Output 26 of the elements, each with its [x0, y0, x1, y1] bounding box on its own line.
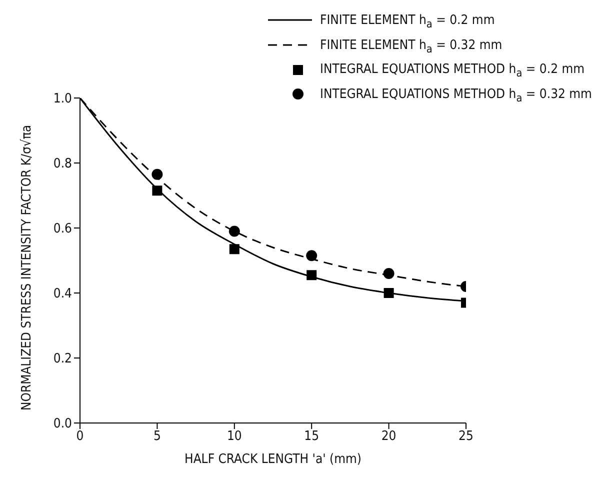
x-tick-label: 15 — [304, 429, 320, 444]
x-tick-label: 25 — [458, 429, 474, 444]
legend-label: FINITE ELEMENT h$_{a}$ = 0.32 mm — [320, 38, 502, 56]
x-tick-label: 20 — [381, 429, 396, 444]
point — [229, 244, 240, 254]
x-axis-title: HALF CRACK LENGTH 'a' (mm) — [184, 452, 362, 467]
point — [383, 268, 394, 279]
legend-label: INTEGRAL EQUATIONS METHOD h$_{a}$ = 0.32 mm — [320, 86, 592, 104]
y-tick-label: 1.0 — [53, 92, 72, 107]
point — [306, 250, 318, 262]
point — [152, 186, 162, 196]
legend-label: FINITE ELEMENT h$_{a}$ = 0.2 mm — [320, 13, 495, 31]
point — [152, 168, 163, 180]
y-tick-label: 0.0 — [53, 416, 72, 432]
y-tick-label: 0.8 — [53, 156, 72, 172]
x-tick-label: 10 — [226, 429, 242, 444]
y-axis-title: NORMALIZED STRESS INTENSITY FACTOR K/σ√πa — [20, 124, 35, 410]
x-tick-label: 0 — [76, 429, 84, 444]
legend-label: INTEGRAL EQUATIONS METHOD h$_{a}$ = 0.2 mm — [320, 62, 585, 80]
point — [306, 270, 317, 280]
point — [384, 288, 394, 298]
point — [228, 226, 240, 237]
x-tick-label: 5 — [153, 429, 161, 444]
y-tick-label: 0.4 — [53, 286, 72, 302]
y-tick-label: 0.2 — [53, 352, 72, 367]
y-tick-label: 0.6 — [53, 222, 72, 237]
